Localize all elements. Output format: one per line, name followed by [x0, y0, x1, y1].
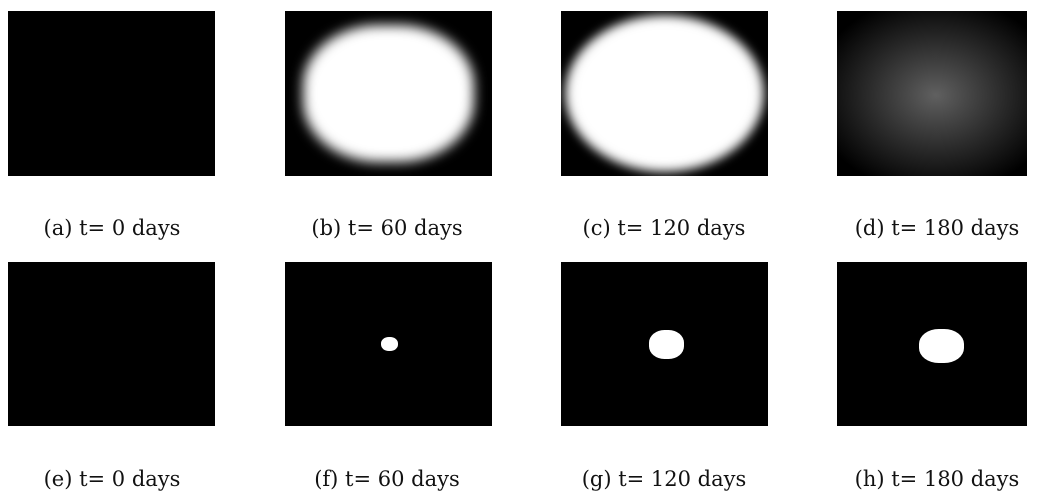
panel-f-image [285, 262, 492, 426]
diffuse-glow-c [565, 15, 764, 172]
panel-h-caption: (h) t= 180 days [854, 467, 1020, 491]
panel-d-caption: (d) t= 180 days [854, 216, 1020, 240]
panel-f-caption: (f) t= 60 days [314, 467, 460, 491]
panel-h-image [837, 262, 1027, 426]
panel-e-caption: (e) t= 0 days [43, 467, 181, 491]
panel-e-image [8, 262, 215, 426]
sharp-blob-h [919, 329, 964, 363]
panel-d-image [837, 11, 1027, 176]
panel-a-image [8, 11, 215, 176]
panel-g-caption: (g) t= 120 days [581, 467, 747, 491]
diffuse-glow-b [303, 25, 474, 162]
panel-a-caption: (a) t= 0 days [43, 216, 181, 240]
panel-c-caption: (c) t= 120 days [582, 216, 746, 240]
diffuse-glow-d [837, 11, 1027, 176]
panel-b-caption: (b) t= 60 days [311, 216, 463, 240]
panel-b-image [285, 11, 492, 176]
panel-c-image [561, 11, 768, 176]
sharp-blob-g [649, 330, 684, 359]
panel-g-image [561, 262, 768, 426]
sharp-blob-f [381, 337, 398, 351]
